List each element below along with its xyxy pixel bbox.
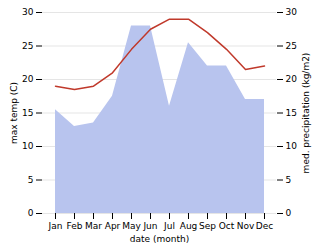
svg-text:Aug: Aug — [180, 221, 198, 231]
svg-text:Oct: Oct — [219, 221, 235, 231]
svg-text:Sep: Sep — [199, 221, 216, 231]
svg-text:10: 10 — [286, 141, 298, 151]
svg-text:Nov: Nov — [237, 221, 255, 231]
svg-text:Dec: Dec — [256, 221, 273, 231]
svg-text:25: 25 — [286, 41, 297, 51]
svg-text:date (month): date (month) — [130, 234, 189, 244]
svg-text:5: 5 — [286, 175, 292, 185]
svg-text:20: 20 — [286, 74, 298, 84]
svg-text:30: 30 — [22, 7, 34, 17]
svg-text:med. precipitation (kg/m2): med. precipitation (kg/m2) — [301, 53, 311, 174]
svg-text:Apr: Apr — [105, 221, 121, 231]
svg-text:15: 15 — [22, 108, 33, 118]
svg-text:25: 25 — [22, 41, 33, 51]
svg-text:Jul: Jul — [163, 221, 175, 231]
svg-text:5: 5 — [28, 175, 34, 185]
svg-text:Mar: Mar — [85, 221, 102, 231]
svg-text:Feb: Feb — [67, 221, 83, 231]
svg-text:30: 30 — [286, 7, 298, 17]
svg-text:Jun: Jun — [142, 221, 157, 231]
svg-text:max temp (C): max temp (C) — [9, 82, 19, 144]
svg-text:0: 0 — [28, 208, 34, 218]
svg-text:10: 10 — [22, 141, 34, 151]
svg-text:20: 20 — [22, 74, 34, 84]
svg-text:15: 15 — [286, 108, 297, 118]
svg-text:0: 0 — [286, 208, 292, 218]
svg-text:Jan: Jan — [48, 221, 63, 231]
svg-text:May: May — [122, 221, 141, 231]
